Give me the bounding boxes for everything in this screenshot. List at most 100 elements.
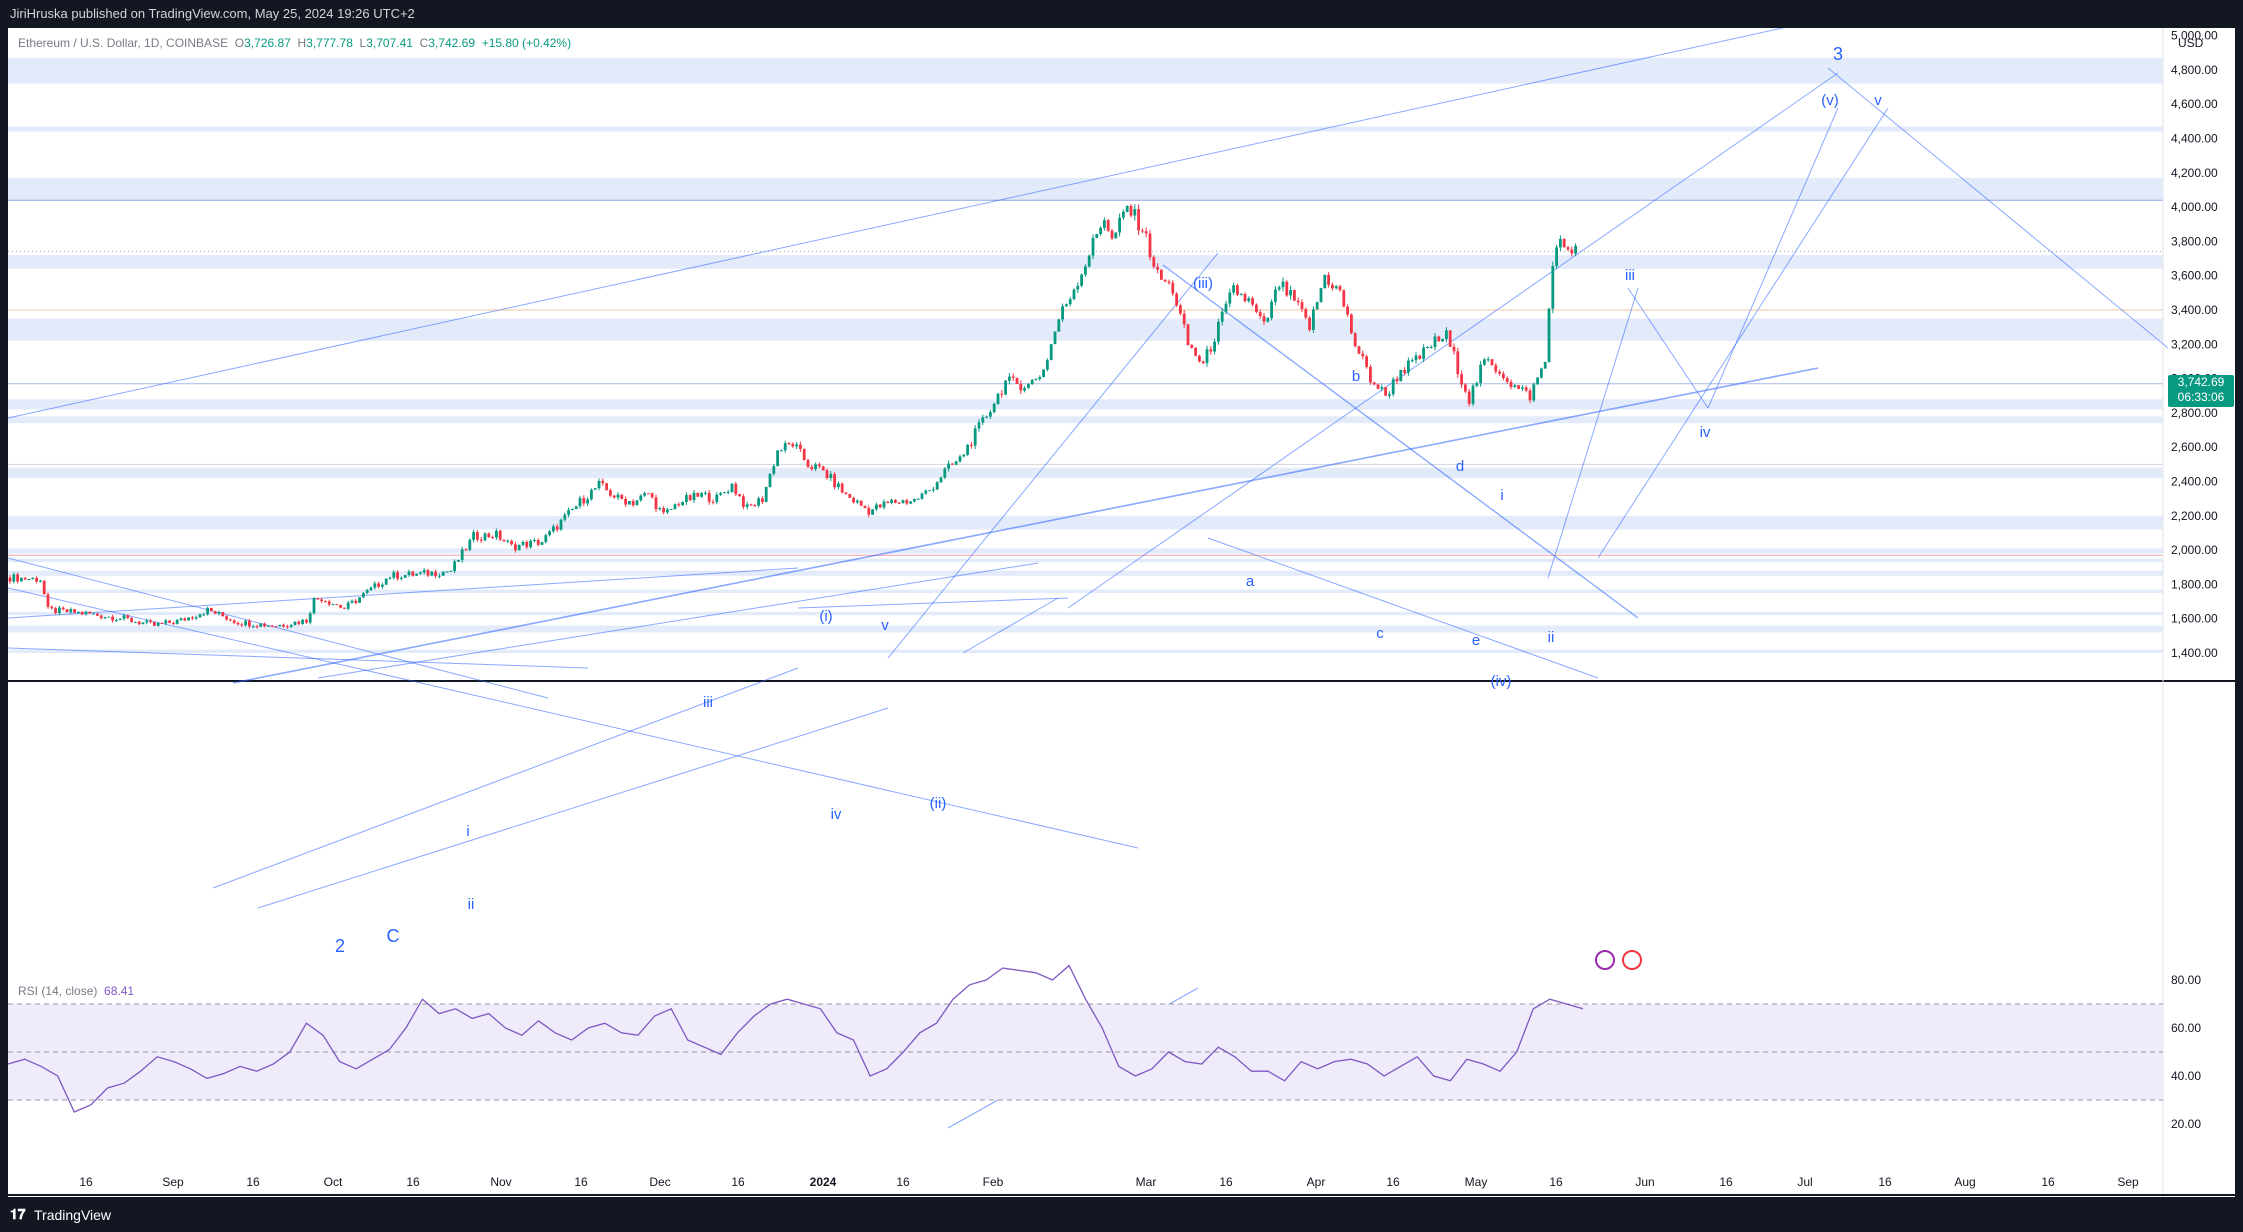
candle-body bbox=[460, 549, 464, 561]
candle-body bbox=[175, 619, 179, 624]
price-tick-label: 5,000.00 bbox=[2171, 29, 2218, 43]
candle-body bbox=[411, 571, 415, 576]
price-tick-label: 1,400.00 bbox=[2171, 646, 2218, 660]
tradingview-logo-icon[interactable]: 𝟏𝟕 bbox=[10, 1206, 26, 1222]
candle-body bbox=[1403, 369, 1406, 373]
price-candles bbox=[8, 204, 1577, 629]
candle-body bbox=[498, 530, 502, 540]
candle-body bbox=[1099, 227, 1102, 235]
price-tick-label: 4,400.00 bbox=[2171, 132, 2218, 146]
candle-body bbox=[1262, 316, 1266, 322]
candle-body bbox=[1156, 266, 1159, 270]
candle-body bbox=[612, 495, 616, 498]
wave-label: ii bbox=[468, 896, 475, 913]
candle-body bbox=[39, 580, 42, 582]
candle-body bbox=[742, 496, 745, 507]
candle-body bbox=[248, 620, 251, 627]
candle-body bbox=[27, 578, 31, 580]
candle-body bbox=[916, 498, 920, 500]
candle-body bbox=[1399, 369, 1403, 382]
candle-body bbox=[1015, 377, 1019, 384]
candle-body bbox=[791, 443, 795, 447]
candle-body bbox=[365, 590, 369, 594]
candle-body bbox=[369, 587, 373, 591]
candle-body bbox=[928, 490, 931, 492]
candle-body bbox=[130, 618, 133, 622]
candle-body bbox=[1255, 304, 1258, 313]
candle-body bbox=[977, 422, 981, 429]
currency-label[interactable]: USD bbox=[2178, 36, 2204, 50]
candle-body bbox=[1395, 379, 1399, 382]
candle-body bbox=[966, 444, 969, 455]
candle-body bbox=[1460, 374, 1463, 385]
trend-line bbox=[7, 557, 549, 699]
candle-body bbox=[278, 624, 282, 627]
candle-body bbox=[715, 494, 719, 502]
candle-body bbox=[377, 583, 380, 587]
wave-label: i bbox=[1500, 487, 1503, 504]
rsi-label: RSI (14, close) bbox=[18, 984, 98, 998]
candle-body bbox=[1547, 308, 1551, 362]
candle-body bbox=[1163, 279, 1167, 282]
trend-line bbox=[1067, 72, 1839, 609]
candle-body bbox=[137, 621, 141, 625]
candle-body bbox=[985, 416, 988, 418]
candle-body bbox=[1372, 382, 1376, 385]
candle-body bbox=[362, 593, 365, 598]
trend-line bbox=[1597, 107, 1889, 559]
candle-body bbox=[795, 444, 798, 447]
candle-body bbox=[677, 504, 681, 506]
candle-body bbox=[1042, 369, 1045, 378]
candle-body bbox=[1566, 247, 1570, 250]
candle-body bbox=[704, 492, 707, 494]
candle-body bbox=[54, 608, 57, 614]
candle-body bbox=[719, 493, 722, 495]
price-tick-label: 2,000.00 bbox=[2171, 543, 2218, 557]
candle-body bbox=[1167, 281, 1171, 283]
candle-body bbox=[1494, 365, 1498, 372]
open-label: O bbox=[234, 36, 245, 50]
candle-body bbox=[282, 624, 285, 627]
candle-body bbox=[324, 601, 327, 603]
candle-body bbox=[388, 577, 392, 579]
candle-body bbox=[871, 509, 874, 515]
chart-area[interactable]: 3 (v) v iii (iii) b d i a c e (iv) ii iv (i) v iii (ii) iv… bbox=[7, 17, 2235, 1197]
candle-body bbox=[1103, 220, 1106, 228]
price-zone bbox=[8, 467, 2163, 479]
candle-body bbox=[749, 504, 753, 506]
candle-body bbox=[1464, 384, 1467, 392]
candle-body bbox=[80, 611, 84, 615]
candle-body bbox=[468, 539, 472, 550]
candle-body bbox=[886, 501, 890, 503]
candle-body bbox=[1540, 368, 1543, 378]
candle-body bbox=[289, 625, 293, 627]
candle-body bbox=[783, 443, 787, 451]
candle-body bbox=[1407, 360, 1410, 373]
candle-body bbox=[441, 571, 445, 576]
candle-body bbox=[1152, 257, 1156, 267]
price-zone bbox=[8, 416, 2163, 424]
candle-body bbox=[483, 533, 487, 541]
candle-body bbox=[1505, 378, 1509, 382]
candle-body bbox=[149, 620, 152, 622]
candle-body bbox=[593, 488, 597, 490]
candle-body bbox=[335, 604, 339, 606]
candle-body bbox=[464, 549, 468, 551]
wave-label: e bbox=[1472, 632, 1480, 649]
candle-body bbox=[821, 466, 825, 471]
price-zone bbox=[8, 558, 2163, 563]
price-zone bbox=[8, 611, 2163, 616]
candle-body bbox=[1391, 379, 1395, 395]
footer-brand[interactable]: TradingView bbox=[34, 1207, 112, 1223]
time-tick-label: Mar bbox=[1136, 1175, 1157, 1189]
time-tick-label: Nov bbox=[490, 1175, 511, 1189]
candle-body bbox=[1008, 376, 1011, 381]
candle-body bbox=[1125, 205, 1129, 212]
candle-body bbox=[730, 483, 734, 493]
time-tick-label: 16 bbox=[2041, 1175, 2055, 1189]
wave-label: v bbox=[881, 617, 889, 634]
candle-body bbox=[1171, 282, 1175, 294]
candle-body bbox=[1277, 287, 1281, 290]
candle-body bbox=[217, 612, 221, 614]
